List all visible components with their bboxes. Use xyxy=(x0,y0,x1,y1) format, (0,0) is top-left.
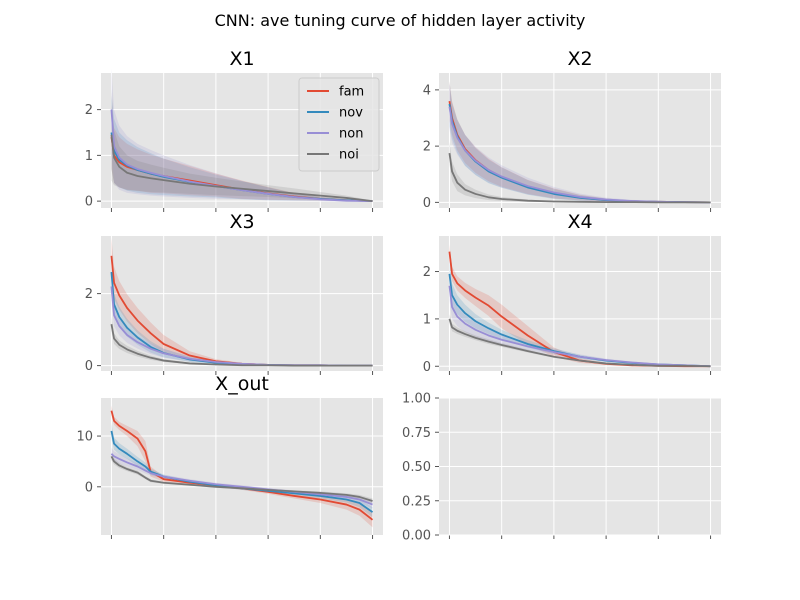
y-tick-label: 0 xyxy=(85,359,93,374)
figure-suptitle: CNN: ave tuning curve of hidden layer ac… xyxy=(215,11,586,30)
legend-label-nov: nov xyxy=(339,106,363,121)
y-tick-label: 2 xyxy=(85,103,93,118)
band-non xyxy=(111,68,373,202)
subplot-5: 0 10 X_out xyxy=(76,373,383,539)
band-fam xyxy=(449,244,711,367)
y-tick-label: 2 xyxy=(85,287,93,302)
line-non xyxy=(110,453,373,506)
y-tick-label: 2 xyxy=(423,140,431,155)
line-noi xyxy=(110,134,373,203)
legend: fam nov non noi xyxy=(298,77,380,172)
subplot-2: 0 2 4 X2 xyxy=(423,48,721,212)
y-tick-label: 0 xyxy=(85,480,93,495)
band-noi xyxy=(449,141,711,203)
subplot-title: X_out xyxy=(215,373,269,395)
y-tick-label: 0.50 xyxy=(402,460,431,475)
y-tick-label: 1 xyxy=(423,312,431,327)
legend-label-fam: fam xyxy=(339,85,364,100)
line-non xyxy=(110,109,373,203)
subplot-6: 0.00 0.25 0.50 0.75 1.00 xyxy=(402,392,721,544)
y-tick-label: 4 xyxy=(423,83,431,98)
line-noi xyxy=(448,318,711,368)
line-nov xyxy=(110,430,374,513)
y-tick-label: 2 xyxy=(423,265,431,280)
subplot-title: X3 xyxy=(229,211,254,233)
y-tick-label: 0.25 xyxy=(402,494,431,509)
y-tick-label: 0.00 xyxy=(402,529,431,544)
subplot-title: X4 xyxy=(567,211,592,233)
line-noi xyxy=(448,153,711,204)
line-noi xyxy=(110,455,373,502)
subplot-title: X1 xyxy=(229,48,254,70)
line-non xyxy=(448,285,711,368)
legend-label-noi: noi xyxy=(339,148,359,163)
legend-box xyxy=(298,77,380,172)
y-tick-label: 1 xyxy=(85,149,93,164)
band-noi xyxy=(111,89,373,202)
y-tick-label: 1.00 xyxy=(402,392,431,407)
subplot-3: 0 2 X3 xyxy=(85,211,383,375)
y-tick-label: 0.75 xyxy=(402,426,431,441)
y-tick-label: 0 xyxy=(423,360,431,375)
band-non xyxy=(449,84,711,203)
subplot-title: X2 xyxy=(567,48,592,70)
subplot-4: 0 1 2 X4 xyxy=(423,211,721,375)
plot-area xyxy=(101,398,383,535)
subplots-grid: 012X1famnovnonnoi024X202X3012X4010X_out0… xyxy=(76,48,721,544)
line-noi xyxy=(110,324,373,367)
plot-area xyxy=(101,236,383,371)
band-nov xyxy=(111,95,373,202)
y-tick-label: 10 xyxy=(76,430,93,445)
legend-label-non: non xyxy=(339,127,363,142)
line-fam xyxy=(110,410,374,521)
subplot-1: 0 1 2 X1 fam nov non noi xyxy=(85,48,383,212)
y-tick-label: 0 xyxy=(423,196,431,211)
plot-area xyxy=(439,73,721,208)
y-tick-label: 0 xyxy=(85,195,93,210)
